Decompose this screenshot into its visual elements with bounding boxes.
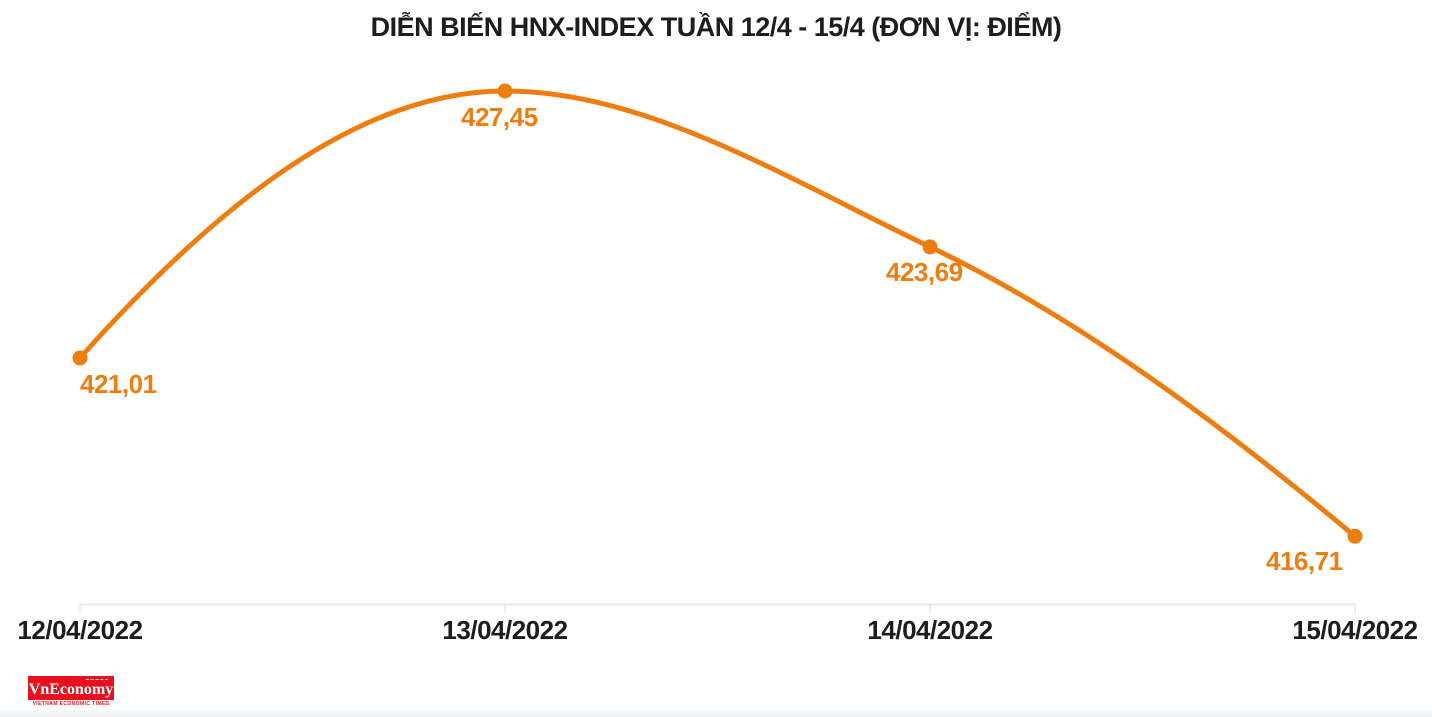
data-point-marker-15/04/2022[interactable] [1347,528,1363,544]
chart-title: DIỄN BIẾN HNX-INDEX TUẦN 12/4 - 15/4 (ĐƠ… [370,12,1062,42]
x-axis-label: 14/04/2022 [867,615,993,645]
point-value-label: 421,01 [80,369,157,399]
vneconomy-logo-text: VnEconomy [28,680,114,698]
point-value-label: 427,45 [461,102,538,132]
x-axis-label: 15/04/2022 [1292,615,1418,645]
data-point-marker-14/04/2022[interactable] [922,239,938,255]
logo-dash-decoration [86,679,108,680]
x-axis-label: 12/04/2022 [17,615,143,645]
data-point-marker-12/04/2022[interactable] [72,350,88,366]
hnx-index-line-series [77,88,1358,539]
bottom-edge-strip [0,710,1432,717]
vneconomy-logo-tagline: VIETNAM ECONOMIC TIMES [32,701,110,707]
point-value-label: 416,71 [1266,546,1343,576]
data-point-marker-13/04/2022[interactable] [497,83,513,99]
vneconomy-logo-box: VnEconomy [28,676,114,700]
vneconomy-logo: VnEconomy VIETNAM ECONOMIC TIMES [28,676,114,707]
x-axis-label: 13/04/2022 [442,615,568,645]
point-value-label: 423,69 [886,257,963,287]
